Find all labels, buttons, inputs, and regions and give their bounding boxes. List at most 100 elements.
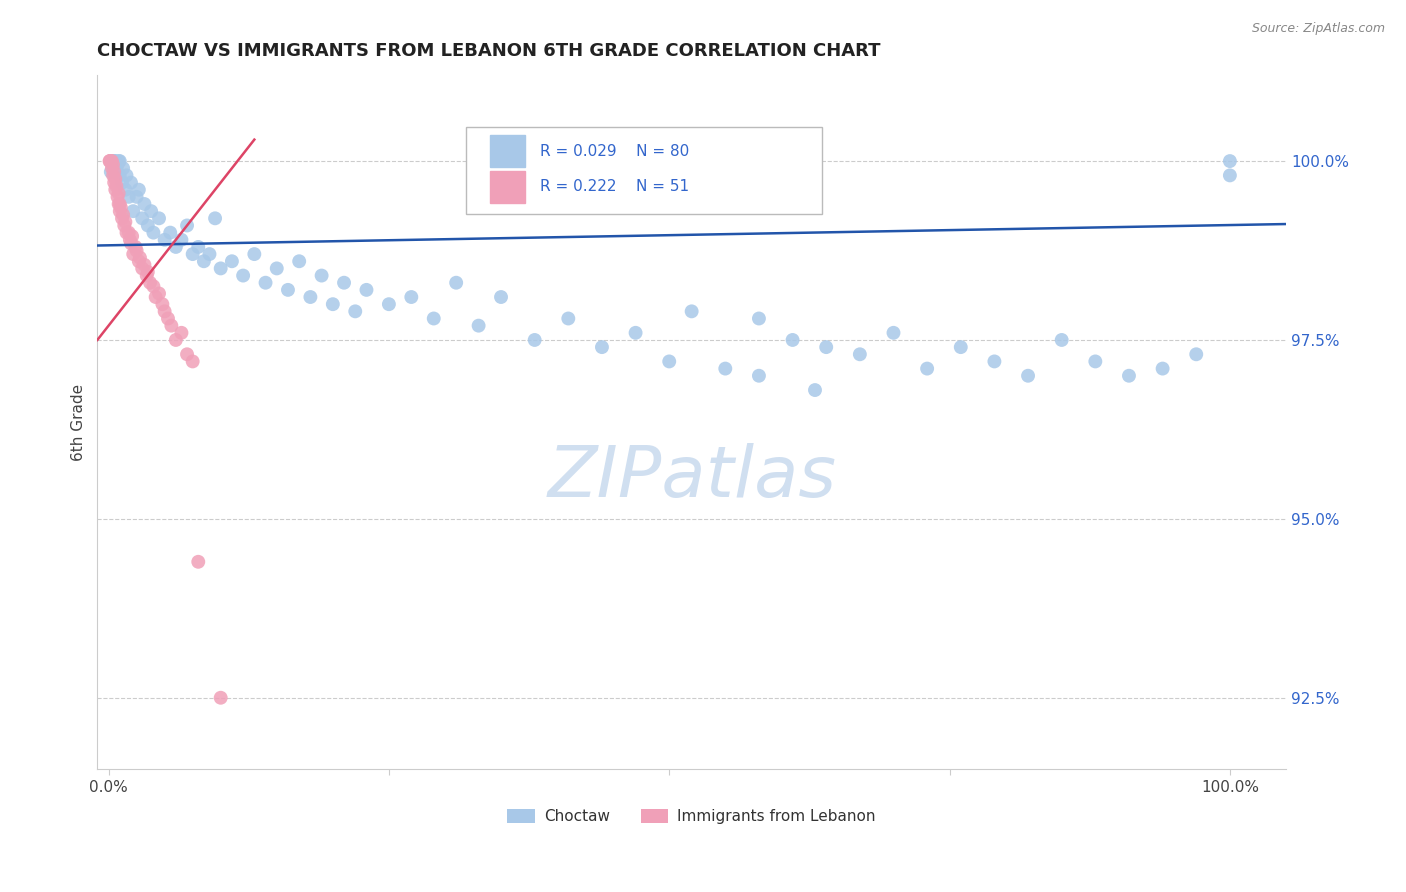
Point xyxy=(101,161,124,176)
Point xyxy=(108,197,131,211)
Point xyxy=(118,226,141,240)
Point xyxy=(658,354,681,368)
Point xyxy=(849,347,872,361)
Text: R = 0.222    N = 51: R = 0.222 N = 51 xyxy=(540,179,689,194)
Point xyxy=(142,279,165,293)
Point xyxy=(148,286,170,301)
Point xyxy=(103,176,125,190)
Point xyxy=(104,154,127,169)
Text: R = 0.029    N = 80: R = 0.029 N = 80 xyxy=(540,144,689,159)
FancyBboxPatch shape xyxy=(465,128,823,214)
Point xyxy=(112,219,135,233)
Point xyxy=(288,254,311,268)
Point xyxy=(882,326,904,340)
Point xyxy=(131,261,153,276)
Point xyxy=(136,219,159,233)
Point xyxy=(141,204,163,219)
Point xyxy=(150,297,173,311)
Point xyxy=(101,169,124,183)
Point xyxy=(112,208,135,222)
Point xyxy=(523,333,546,347)
Point xyxy=(277,283,299,297)
Legend: Choctaw, Immigrants from Lebanon: Choctaw, Immigrants from Lebanon xyxy=(508,809,876,824)
Point xyxy=(118,233,141,247)
Point xyxy=(118,190,141,204)
Point xyxy=(1017,368,1039,383)
Point xyxy=(1219,154,1241,169)
Point xyxy=(165,333,187,347)
Bar xyxy=(489,136,526,167)
Point xyxy=(103,154,125,169)
Point xyxy=(131,211,153,226)
Point xyxy=(105,179,128,194)
Point xyxy=(815,340,838,354)
Point xyxy=(209,261,232,276)
Point xyxy=(187,555,209,569)
Point xyxy=(344,304,367,318)
Text: Source: ZipAtlas.com: Source: ZipAtlas.com xyxy=(1251,22,1385,36)
Point xyxy=(100,165,122,179)
Point xyxy=(1050,333,1073,347)
Point xyxy=(148,211,170,226)
Point xyxy=(128,254,150,268)
Point xyxy=(266,261,288,276)
Point xyxy=(915,361,938,376)
Point xyxy=(254,276,277,290)
Point xyxy=(1185,347,1208,361)
Point xyxy=(949,340,972,354)
Point xyxy=(103,165,125,179)
Point xyxy=(134,258,156,272)
Point xyxy=(107,186,129,201)
Point xyxy=(98,154,121,169)
Point xyxy=(111,211,134,226)
Point xyxy=(204,211,226,226)
Bar xyxy=(489,171,526,202)
Point xyxy=(112,161,135,176)
Point xyxy=(139,276,162,290)
Point xyxy=(125,244,148,258)
Point xyxy=(122,247,145,261)
Point xyxy=(624,326,647,340)
Point xyxy=(124,240,146,254)
Point xyxy=(108,204,131,219)
Point xyxy=(101,154,124,169)
Point xyxy=(181,247,204,261)
Point xyxy=(489,290,512,304)
Point xyxy=(181,354,204,368)
Point xyxy=(378,297,401,311)
Point xyxy=(591,340,613,354)
Point xyxy=(401,290,423,304)
Point xyxy=(422,311,444,326)
Point xyxy=(142,226,165,240)
Point xyxy=(107,190,129,204)
Point xyxy=(101,158,124,172)
Y-axis label: 6th Grade: 6th Grade xyxy=(72,384,86,461)
Point xyxy=(101,154,124,169)
Point xyxy=(170,326,193,340)
Point xyxy=(299,290,322,304)
Point xyxy=(322,297,344,311)
Point xyxy=(104,183,127,197)
Point xyxy=(108,169,131,183)
Point xyxy=(100,154,122,169)
Point xyxy=(128,183,150,197)
Point xyxy=(153,233,176,247)
Point xyxy=(1084,354,1107,368)
Point xyxy=(1219,169,1241,183)
Point xyxy=(444,276,467,290)
Point xyxy=(221,254,243,268)
Point xyxy=(165,240,187,254)
Point xyxy=(748,311,770,326)
Point xyxy=(136,265,159,279)
Point xyxy=(333,276,356,290)
Point xyxy=(193,254,215,268)
Point xyxy=(107,154,129,169)
Point xyxy=(120,176,142,190)
Point xyxy=(108,154,131,169)
Point xyxy=(1118,368,1140,383)
Point xyxy=(748,368,770,383)
Point xyxy=(782,333,804,347)
Text: ZIPatlas: ZIPatlas xyxy=(547,443,837,512)
Point xyxy=(804,383,827,397)
Point xyxy=(714,361,737,376)
